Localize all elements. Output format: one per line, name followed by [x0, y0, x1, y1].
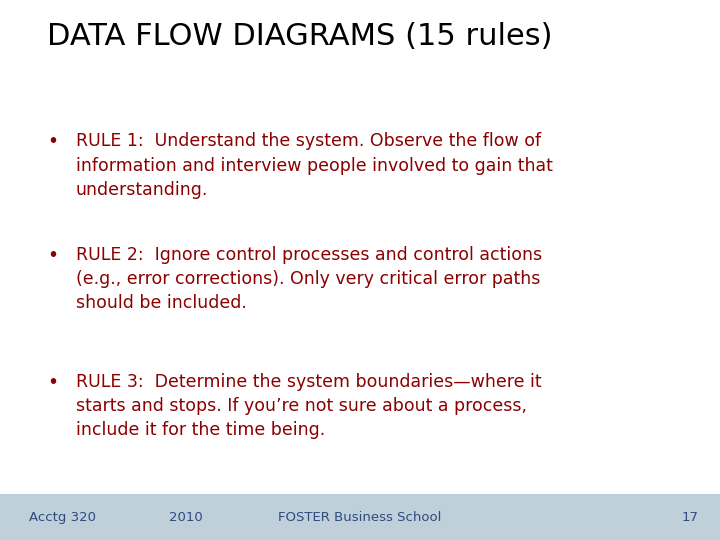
Text: •: •: [47, 246, 58, 265]
Text: RULE 2:  Ignore control processes and control actions
(e.g., error corrections).: RULE 2: Ignore control processes and con…: [76, 246, 541, 312]
FancyBboxPatch shape: [0, 494, 720, 540]
Text: •: •: [47, 132, 58, 151]
Text: FOSTER Business School: FOSTER Business School: [279, 511, 441, 524]
Text: Acctg 320: Acctg 320: [29, 511, 96, 524]
Text: 17: 17: [681, 511, 698, 524]
Text: DATA FLOW DIAGRAMS (15 rules): DATA FLOW DIAGRAMS (15 rules): [47, 22, 552, 51]
Text: •: •: [47, 373, 58, 392]
Text: RULE 1:  Understand the system. Observe the flow of
information and interview pe: RULE 1: Understand the system. Observe t…: [76, 132, 552, 199]
Text: RULE 3:  Determine the system boundaries—where it
starts and stops. If you’re no: RULE 3: Determine the system boundaries—…: [76, 373, 541, 439]
Text: 2010: 2010: [169, 511, 203, 524]
